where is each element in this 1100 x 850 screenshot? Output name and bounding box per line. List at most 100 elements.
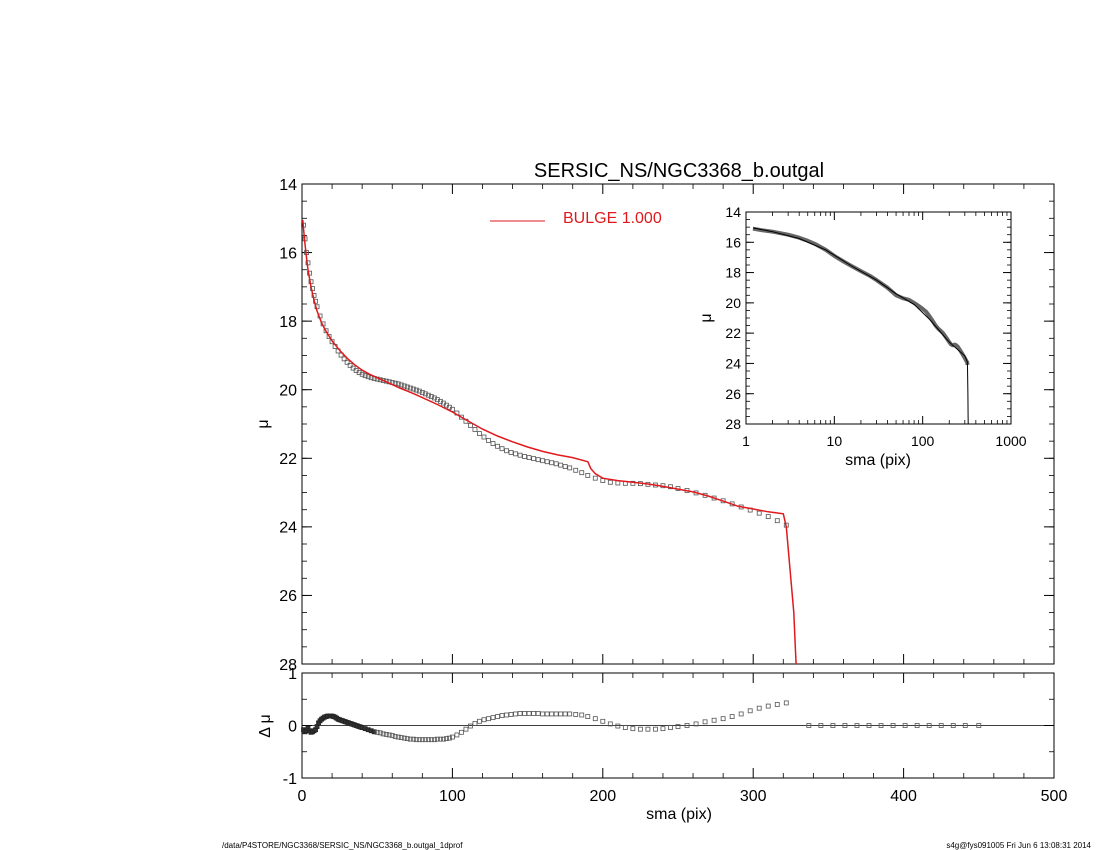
residual-point: [592, 716, 598, 722]
residual-point: [477, 718, 482, 724]
y-tick-label: 14: [279, 177, 297, 194]
inset-plot-panel: 1 10 100 1000 14 16 18 20 22 24 26 28 sma (pix) μ: [698, 204, 1027, 469]
inset-axis-ticks: 1 10 100 1000 14 16 18 20 22 24 26 28: [725, 204, 1026, 449]
data-point: [495, 443, 500, 449]
residual-point: [431, 737, 437, 743]
data-point: [558, 462, 564, 468]
residual-point: [413, 737, 419, 743]
inset-model-line: [752, 227, 969, 425]
data-point: [544, 459, 550, 465]
residual-point: [472, 721, 478, 726]
data-point: [326, 334, 332, 339]
x-tick-label: 200: [589, 788, 616, 805]
residual-point: [818, 723, 824, 728]
residual-point: [585, 714, 591, 719]
residual-point: [756, 705, 762, 711]
data-point: [422, 391, 428, 397]
y-tick-label: 24: [279, 520, 297, 537]
data-point: [398, 382, 404, 388]
residual-point: [434, 736, 440, 742]
residual-point: [774, 702, 780, 707]
residual-point: [765, 703, 771, 709]
data-point: [592, 475, 598, 481]
residual-point: [653, 726, 658, 732]
residual-point: [401, 735, 407, 741]
residual-point: [890, 723, 896, 728]
data-point: [477, 431, 482, 437]
residual-point: [660, 726, 666, 732]
data-point: [459, 414, 464, 420]
x-tick-label: 300: [740, 788, 767, 805]
data-point: [504, 448, 509, 454]
residual-point: [389, 733, 395, 738]
y-tick-label: 20: [279, 382, 297, 399]
residual-point: [522, 711, 527, 716]
residual-point: [842, 723, 848, 728]
data-point: [499, 446, 505, 452]
data-point: [579, 470, 585, 476]
legend-label: BULGE 1.000: [563, 210, 662, 227]
data-point: [508, 450, 514, 455]
residual-point: [371, 729, 377, 735]
residual-point: [383, 732, 389, 737]
residual-point: [410, 736, 416, 742]
y-tick-label: 16: [725, 234, 741, 250]
residual-point: [395, 734, 401, 740]
main-y-axis-label: μ: [255, 419, 272, 428]
residual-point: [544, 711, 550, 717]
residual-point: [549, 711, 555, 717]
residual-point: [504, 712, 509, 718]
data-point: [468, 422, 473, 428]
chart-title: SERSIC_NS/NGC3368_b.outgal: [534, 160, 824, 182]
x-tick-label: 1000: [995, 433, 1026, 449]
residual-point: [440, 736, 446, 742]
data-point: [472, 427, 478, 432]
data-point: [615, 480, 621, 486]
data-point: [380, 378, 386, 383]
residual-point: [486, 716, 491, 722]
y-tick-label: 24: [725, 355, 741, 371]
residual-point: [517, 711, 523, 716]
data-point: [553, 461, 559, 467]
residual-point: [449, 734, 455, 740]
residual-point: [976, 723, 982, 728]
data-point: [359, 371, 365, 377]
data-point: [486, 438, 491, 443]
residual-point: [513, 711, 518, 717]
y-tick-label: 1: [288, 666, 297, 683]
main-plot-panel: 14 16 18 20 22 24 26 28 BULGE 1.000 μ: [255, 177, 1055, 674]
residual-point: [747, 708, 753, 714]
residual-x-axis-label: sma (pix): [646, 806, 712, 823]
residual-point: [495, 714, 500, 719]
residual-point: [866, 723, 872, 728]
residual-point: [675, 724, 681, 729]
residual-point: [630, 726, 636, 732]
y-tick-label: 20: [725, 295, 741, 311]
residual-data-points: [301, 700, 982, 743]
data-point: [585, 473, 591, 478]
residual-point: [738, 711, 744, 717]
y-tick-label: 26: [279, 588, 297, 605]
data-point: [362, 373, 368, 379]
residual-point: [422, 737, 428, 743]
inset-y-axis-label: μ: [698, 313, 715, 322]
data-point: [540, 458, 546, 464]
main-axis-ticks: 14 16 18 20 22 24 26 28: [279, 177, 1055, 674]
residual-point: [878, 723, 884, 728]
residual-point: [938, 723, 944, 728]
residual-point: [499, 713, 505, 718]
inset-x-axis-label: sma (pix): [845, 452, 911, 469]
data-point: [365, 374, 371, 380]
residual-point: [962, 723, 968, 728]
inset-model-curve: [752, 227, 969, 425]
inset-plot-frame: [745, 211, 1012, 425]
residual-point: [638, 726, 643, 732]
residual-point: [806, 723, 812, 728]
data-point: [413, 387, 419, 393]
x-tick-label: 1: [742, 433, 750, 449]
data-point: [395, 381, 401, 387]
residual-point: [437, 736, 443, 742]
residual-point: [668, 725, 673, 730]
residual-point: [490, 715, 496, 721]
residual-point: [419, 737, 425, 743]
